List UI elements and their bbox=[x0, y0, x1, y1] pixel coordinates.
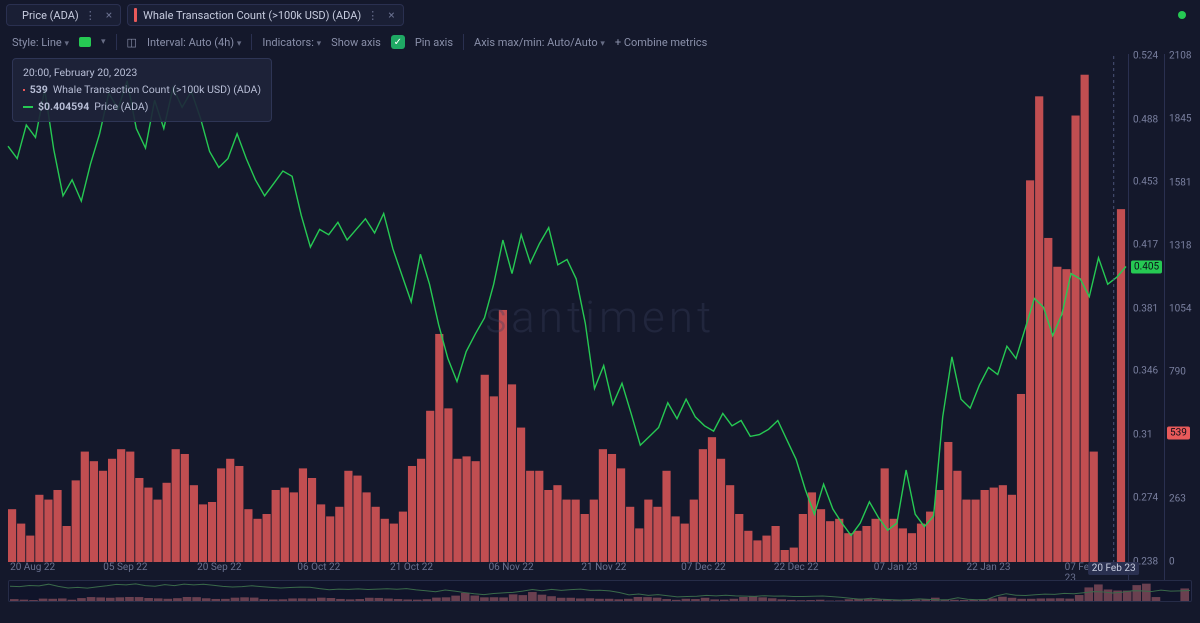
right-y-axes: 0.524 0.488 0.453 0.417 0.381 0.346 0.31 0.274 0… bbox=[1128, 54, 1200, 584]
current-x-date-tag: 20 Feb 23 bbox=[1088, 562, 1140, 575]
metric-pill-price[interactable]: Price (ADA) ⋮ × bbox=[6, 4, 121, 26]
metric-pills-row: Price (ADA) ⋮ × Whale Transaction Count … bbox=[0, 0, 1200, 30]
calendar-icon[interactable]: ◫ bbox=[127, 36, 137, 49]
close-icon[interactable]: × bbox=[104, 8, 114, 22]
axis-minmax-selector[interactable]: Axis max/min: Auto/Auto ▾ bbox=[474, 36, 605, 49]
kebab-icon[interactable]: ⋮ bbox=[367, 9, 380, 22]
kebab-icon[interactable]: ⋮ bbox=[85, 9, 98, 22]
axis-tick: 0 bbox=[1169, 557, 1175, 568]
axis-tick: 0.417 bbox=[1133, 240, 1158, 251]
minimap[interactable] bbox=[8, 580, 1192, 602]
pill-accent bbox=[134, 8, 137, 22]
axis-tick: 0.524 bbox=[1133, 51, 1158, 62]
style-selector[interactable]: Style: Line ▾ bbox=[12, 36, 69, 49]
x-axis-tick: 22 Jan 23 bbox=[967, 562, 1011, 573]
axis-tick: 790 bbox=[1169, 367, 1186, 378]
x-axis-tick: 07 Jan 23 bbox=[874, 562, 918, 573]
tooltip: 20:00, February 20, 2023 539 Whale Trans… bbox=[12, 58, 272, 122]
combine-metrics-button[interactable]: + Combine metrics bbox=[615, 36, 707, 49]
axis-tick: 1054 bbox=[1169, 304, 1191, 315]
show-axis-checkbox[interactable]: ✓ bbox=[391, 35, 405, 49]
indicators-selector[interactable]: Indicators: ▾ bbox=[262, 36, 321, 49]
interval-selector[interactable]: Interval: Auto (4h) ▾ bbox=[147, 36, 241, 49]
tooltip-row-price: $0.404594 Price (ADA) bbox=[23, 99, 261, 116]
connection-status-icon bbox=[1178, 11, 1186, 19]
axis-tick: 0.274 bbox=[1133, 493, 1158, 504]
axis-tick: 0.453 bbox=[1133, 176, 1158, 187]
chart-svg bbox=[0, 54, 1200, 602]
x-axis-tick: 20 Aug 22 bbox=[10, 562, 55, 573]
chart-toolbar: Style: Line ▾ ▾ ◫ Interval: Auto (4h) ▾ … bbox=[0, 30, 1200, 54]
axis-tick: 1581 bbox=[1169, 177, 1191, 188]
x-axis-tick: 06 Oct 22 bbox=[297, 562, 340, 573]
axis-tick: 0.346 bbox=[1133, 365, 1158, 376]
axis-tick: 263 bbox=[1169, 493, 1186, 504]
x-axis-labels: 20 Aug 22 05 Sep 22 20 Sep 22 06 Oct 22 21 O… bbox=[0, 562, 1118, 578]
x-axis-tick: 21 Oct 22 bbox=[390, 562, 433, 573]
x-axis-tick: 22 Dec 22 bbox=[774, 562, 819, 573]
x-axis-tick: 06 Nov 22 bbox=[489, 562, 534, 573]
x-axis-tick: 07 Dec 22 bbox=[681, 562, 726, 573]
metric-pill-whale[interactable]: Whale Transaction Count (>100k USD) (ADA… bbox=[127, 4, 404, 26]
pin-axis-toggle[interactable]: Pin axis bbox=[415, 36, 453, 49]
axis-current-tag: 0.405 bbox=[1131, 260, 1162, 273]
style-color-swatch[interactable] bbox=[79, 37, 91, 47]
axis-current-tag: 539 bbox=[1167, 426, 1190, 439]
chart-area[interactable]: santiment 20:00, February 20, 2023 539 W… bbox=[0, 54, 1200, 602]
axis-tick: 0.381 bbox=[1133, 304, 1158, 315]
axis-tick: 1318 bbox=[1169, 240, 1191, 251]
x-axis-tick: 21 Nov 22 bbox=[581, 562, 626, 573]
tooltip-row-whale: 539 Whale Transaction Count (>100k USD) … bbox=[23, 82, 261, 99]
y-axis-whale: 2108 1845 1581 1318 1054 790 263 0 539 bbox=[1164, 54, 1200, 584]
tooltip-timestamp: 20:00, February 20, 2023 bbox=[23, 65, 261, 82]
axis-tick: 0.31 bbox=[1133, 429, 1153, 440]
y-axis-price: 0.524 0.488 0.453 0.417 0.381 0.346 0.31 0.274 0… bbox=[1128, 54, 1164, 584]
axis-tick: 2108 bbox=[1169, 51, 1191, 62]
x-axis-tick: 20 Sep 22 bbox=[197, 562, 241, 573]
axis-tick: 0.488 bbox=[1133, 114, 1158, 125]
pill-label: Price (ADA) bbox=[22, 9, 79, 22]
pill-accent bbox=[13, 8, 16, 22]
close-icon[interactable]: × bbox=[386, 8, 396, 22]
axis-tick: 1845 bbox=[1169, 114, 1191, 125]
x-axis-tick: 05 Sep 22 bbox=[103, 562, 147, 573]
pill-label: Whale Transaction Count (>100k USD) (ADA… bbox=[143, 9, 361, 22]
minimap-svg bbox=[9, 581, 1191, 601]
show-axis-toggle[interactable]: Show axis bbox=[331, 36, 381, 49]
